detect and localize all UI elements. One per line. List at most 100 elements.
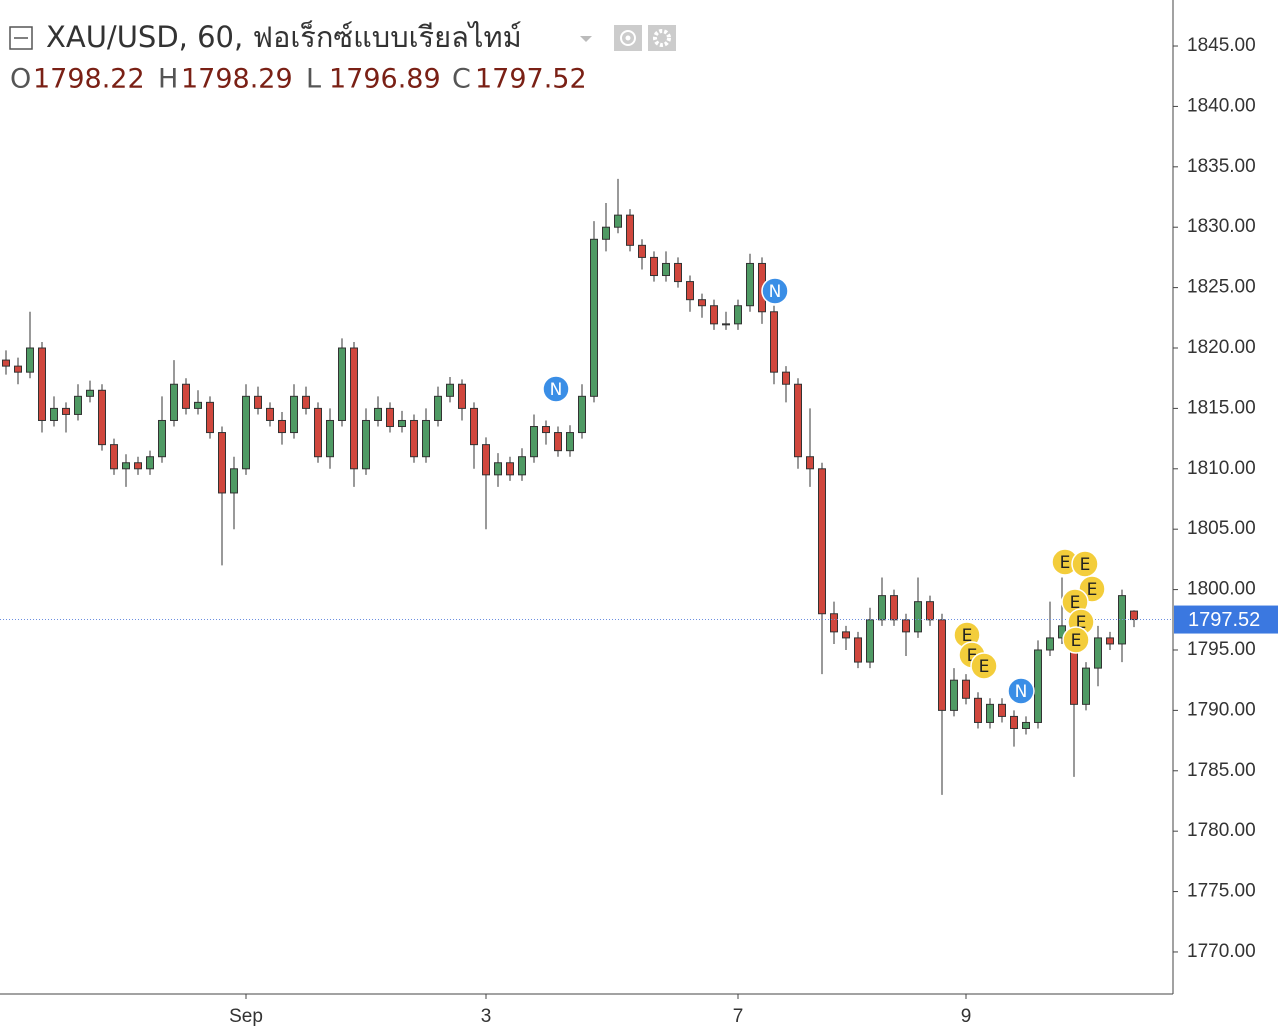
ohlc-value: 1796.89 (329, 64, 441, 95)
candle-body (302, 395, 310, 409)
candle-body (938, 619, 946, 711)
ohlc-legend: O 1798.22 H 1798.29 L 1796.89 C 1797.52 (10, 64, 587, 95)
candle-body (1082, 667, 1090, 705)
event-marker-label: E (962, 626, 973, 646)
candle-body (410, 419, 418, 458)
candle-body (554, 432, 562, 452)
x-tick-label: 7 (733, 1006, 744, 1027)
candle-body (854, 637, 862, 663)
candle-body (518, 456, 526, 476)
candle-body (602, 226, 610, 240)
last-price-tag (1174, 605, 1278, 634)
candle-body (98, 389, 106, 446)
candle-body (986, 703, 994, 723)
candle-body (446, 383, 454, 397)
event-marker-label: N (1015, 682, 1028, 702)
y-tick-label: 1840.00 (1187, 95, 1256, 116)
candle-body (1130, 610, 1138, 621)
event-marker-label: E (1060, 553, 1071, 573)
event-marker (542, 375, 570, 403)
candle-body (842, 631, 850, 639)
candle-body (26, 347, 34, 373)
candle-body (278, 419, 286, 434)
settings-button[interactable] (648, 25, 676, 51)
candle-body (50, 407, 58, 421)
candle-body (818, 468, 826, 615)
y-tick-label: 1825.00 (1187, 277, 1256, 298)
ohlc-value: 1797.52 (475, 64, 587, 95)
y-tick-label: 1810.00 (1187, 458, 1256, 479)
candle-body (866, 619, 874, 663)
candle-body (782, 371, 790, 385)
event-marker (1062, 626, 1090, 654)
candle-body (434, 395, 442, 421)
candle-body (1046, 637, 1054, 651)
x-tick-label: 3 (481, 1006, 492, 1027)
candle-body (110, 444, 118, 470)
candle-body (350, 347, 358, 470)
candle-body (266, 407, 274, 421)
candle-body (182, 383, 190, 409)
candle-body (398, 419, 406, 428)
candle-body (362, 419, 370, 470)
candle-body (698, 299, 706, 307)
event-marker-label: E (1071, 631, 1082, 651)
candle-body (722, 323, 730, 326)
event-marker (970, 652, 998, 680)
candle-body (254, 395, 262, 409)
ohlc-value: 1798.29 (181, 64, 293, 95)
candle-body (2, 359, 10, 367)
candle-body (638, 244, 646, 258)
candle-body (830, 613, 838, 633)
event-marker (761, 277, 789, 305)
candle-body (206, 401, 214, 434)
ohlc-key: O (10, 64, 31, 95)
event-marker-label: E (979, 657, 990, 677)
candle-body (374, 407, 382, 421)
x-tick-label: Sep (229, 1006, 263, 1027)
y-tick-label: 1770.00 (1187, 941, 1256, 962)
candle-body (734, 305, 742, 325)
candle-body (542, 426, 550, 434)
dropdown-arrow[interactable] (580, 36, 592, 42)
event-marker-label: N (550, 380, 563, 400)
candle-body (1106, 637, 1114, 645)
candle-body (134, 462, 142, 470)
eye-icon (620, 30, 636, 46)
candle-body (242, 395, 250, 470)
candle-body (662, 262, 670, 277)
y-tick-label: 1815.00 (1187, 397, 1256, 418)
candle-body (386, 407, 394, 428)
event-marker-label: E (1080, 555, 1091, 575)
candle-body (506, 462, 514, 476)
last-price-label: 1797.52 (1188, 609, 1260, 631)
event-marker (1007, 677, 1035, 705)
candle-body (950, 679, 958, 711)
y-tick-label: 1795.00 (1187, 639, 1256, 660)
y-tick-label: 1775.00 (1187, 881, 1256, 902)
candle-body (746, 262, 754, 307)
candle-body (770, 311, 778, 373)
candle-body (122, 462, 130, 470)
candle-body (794, 383, 802, 458)
candle-body (494, 462, 502, 476)
event-marker-label: E (967, 646, 978, 666)
candle-body (1010, 715, 1018, 729)
y-tick-label: 1785.00 (1187, 760, 1256, 781)
candle-body (902, 619, 910, 633)
candle-body (590, 238, 598, 397)
candle-body (578, 395, 586, 434)
candle-body (614, 214, 622, 228)
y-tick-label: 1835.00 (1187, 156, 1256, 177)
candle-body (926, 601, 934, 621)
y-tick-label: 1800.00 (1187, 579, 1256, 600)
y-tick-label: 1780.00 (1187, 820, 1256, 841)
candle-body (146, 456, 154, 470)
candle-body (338, 347, 346, 421)
y-tick-label: 1845.00 (1187, 35, 1256, 56)
y-tick-label: 1790.00 (1187, 699, 1256, 720)
candle-body (914, 601, 922, 633)
candle-body (14, 365, 22, 373)
